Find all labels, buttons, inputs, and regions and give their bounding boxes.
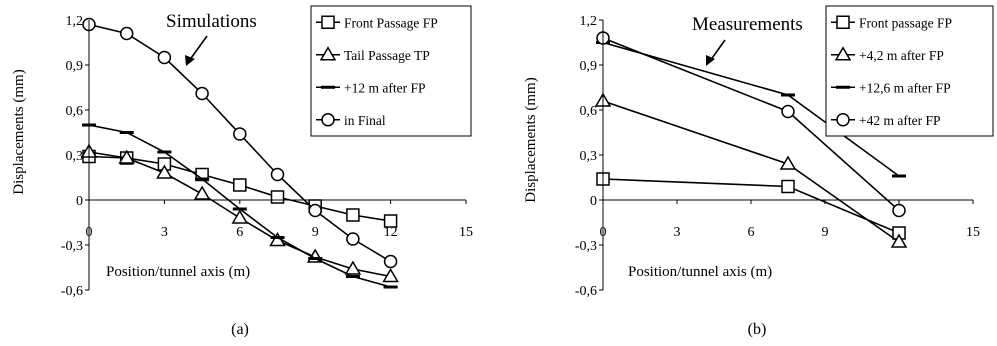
data-point: [233, 178, 247, 192]
data-point: [308, 203, 322, 218]
y-tick-label: 0,3: [66, 149, 84, 164]
legend-entry: in Final: [316, 113, 386, 128]
y-tick-label: -0,3: [61, 239, 83, 254]
legend-entry: Front passage FP: [831, 15, 952, 30]
legend-entry: +12 m after FP: [316, 80, 425, 95]
y-tick-label: 0,6: [66, 104, 84, 119]
y-tick-label: 0: [76, 194, 83, 209]
data-point: [119, 26, 134, 41]
x-axis-label: Position/tunnel axis (m): [106, 264, 250, 280]
x-tick-label: 9: [312, 225, 319, 240]
legend-entry: +4,2 m after FP: [831, 46, 944, 63]
y-tick-label: -0,6: [61, 284, 83, 299]
legend-label: Front Passage FP: [344, 15, 438, 30]
data-point: [270, 190, 285, 204]
data-point: [890, 233, 908, 248]
chart-title: Simulations: [166, 11, 257, 32]
title-arrow: [706, 39, 726, 66]
y-tick-label: 0,9: [66, 59, 84, 74]
data-point: [383, 214, 398, 228]
y-axis-label: Displacements (mm): [523, 77, 539, 202]
data-point: [346, 232, 360, 246]
title-arrow: [185, 35, 208, 66]
series-tail-passage-tp: [80, 143, 399, 283]
panel-caption: (b): [748, 321, 767, 338]
data-point: [157, 50, 172, 65]
y-tick-label: 0,6: [580, 104, 598, 119]
data-point: [779, 155, 797, 170]
legend-marker: [836, 113, 850, 127]
legend-label: in Final: [344, 113, 386, 128]
x-tick-label: 3: [161, 225, 168, 240]
legend: Front passage FP +4,2 m after FP +12,6 m a…: [825, 5, 994, 137]
legend-entry: Tail Passage TP: [316, 46, 430, 63]
data-point: [195, 86, 209, 101]
legend-marker: [319, 46, 337, 61]
x-tick-label: 9: [822, 225, 829, 240]
x-tick-label: 12: [384, 225, 398, 240]
data-point: [270, 167, 285, 182]
legend: Front Passage FP Tail Passage TP +12 m aft…: [310, 5, 472, 137]
data-point: [892, 203, 906, 218]
legend-marker: [836, 15, 850, 29]
data-point: [383, 254, 398, 269]
data-point: [118, 149, 136, 164]
data-point: [382, 268, 399, 283]
data-point: [344, 260, 362, 275]
legend-label: +4,2 m after FP: [859, 48, 944, 63]
x-tick-label: 6: [236, 225, 243, 240]
legend-box: [310, 5, 472, 137]
x-axis-label: Position/tunnel axis (m): [628, 264, 772, 280]
legend-label: Tail Passage TP: [344, 48, 430, 63]
data-point: [233, 127, 247, 141]
panel-caption: (a): [231, 321, 249, 338]
legend-marker: [834, 46, 852, 61]
legend-label: Front passage FP: [859, 15, 952, 30]
legend-label: +12 m after FP: [344, 80, 425, 95]
series-12-m-after-fp: [82, 123, 398, 289]
legend-entry: +12,6 m after FP: [831, 80, 951, 95]
chart-simulations: 1,20,90,60,30-0,3-0,6 03691215 Simulatio…: [11, 5, 473, 338]
data-point: [346, 208, 360, 222]
y-tick-label: 1,2: [580, 14, 598, 29]
data-point: [156, 164, 173, 179]
y-tick-label: 0,9: [580, 59, 598, 74]
series-line: [88, 124, 391, 288]
y-tick-label: -0,6: [575, 284, 597, 299]
x-tick-label: 6: [748, 225, 755, 240]
series-in-final: [82, 17, 398, 269]
legend-label: +42 m after FP: [859, 113, 940, 128]
y-tick-label: 1,2: [66, 14, 84, 29]
data-point: [193, 185, 211, 200]
legend-entry: Front Passage FP: [316, 15, 438, 30]
data-point: [781, 179, 795, 194]
legend-label: +12,6 m after FP: [859, 80, 951, 95]
legend-entry: +42 m after FP: [831, 113, 940, 128]
x-tick-label: 15: [459, 225, 473, 240]
x-tick-label: 15: [966, 225, 980, 240]
y-tick-label: 0,3: [580, 149, 598, 164]
y-axis-label: Displacements (mm): [11, 69, 27, 194]
legend-marker: [321, 15, 335, 29]
data-point: [781, 104, 795, 119]
legend-box: [825, 5, 994, 137]
y-tick-label: 0: [590, 194, 597, 209]
y-tick-label: -0,3: [575, 239, 597, 254]
chart-measurements: 1,20,90,60,30-0,3-0,6 03691215 Measureme…: [523, 5, 994, 338]
chart-title: Measurements: [692, 14, 803, 35]
data-point: [231, 209, 249, 224]
x-tick-label: 3: [674, 225, 681, 240]
legend-marker: [321, 113, 335, 127]
